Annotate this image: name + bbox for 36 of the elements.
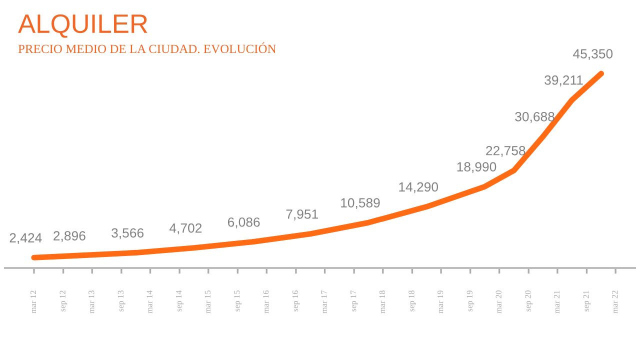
chart-subtitle: PRECIO MEDIO DE LA CIUDAD. EVOLUCIÓN (18, 42, 276, 54)
data-label: 4,702 (169, 223, 202, 234)
data-label: 7,951 (286, 209, 318, 220)
x-tick-label: sep 20 (525, 290, 532, 312)
data-label: 30,688 (515, 112, 554, 123)
data-label: 18,990 (457, 162, 496, 174)
data-label: 45,350 (573, 49, 613, 60)
x-tick-label: sep 14 (176, 290, 184, 312)
data-label: 2,424 (10, 233, 42, 244)
x-tick-label: mar 19 (438, 290, 444, 314)
x-tick-label: mar 13 (88, 290, 94, 314)
x-tick-label: mar 18 (379, 290, 385, 314)
x-tick-label: sep 21 (583, 290, 591, 312)
x-tick-label: sep 12 (60, 290, 68, 312)
x-tick-label: mar 20 (496, 290, 502, 314)
data-label: 22,758 (486, 146, 526, 157)
x-tick-label: mar 17 (321, 290, 327, 314)
x-tick-label: mar 14 (146, 290, 152, 314)
x-tick-label: mar 22 (612, 290, 618, 314)
x-tick-label: mar 16 (263, 290, 269, 314)
x-tick-label: sep 17 (350, 290, 358, 312)
x-tick-label: sep 13 (118, 290, 126, 312)
x-tick-label: sep 18 (408, 290, 416, 312)
data-label: 3,566 (112, 228, 144, 240)
x-tick-label: sep 16 (292, 290, 300, 312)
x-tick-label: sep 19 (466, 290, 474, 312)
data-label: 6,086 (228, 217, 260, 228)
x-tick-label: mar 12 (30, 290, 36, 314)
x-tick-label: sep 15 (234, 290, 242, 312)
chart-title: ALQUILER (18, 14, 148, 38)
data-label: 2,896 (54, 231, 86, 242)
data-label: 39,211 (544, 75, 583, 86)
data-label: 10,589 (341, 198, 380, 210)
data-label: 14,290 (399, 182, 438, 194)
x-tick-label: mar 15 (204, 290, 210, 314)
x-tick-label: mar 21 (554, 290, 560, 314)
